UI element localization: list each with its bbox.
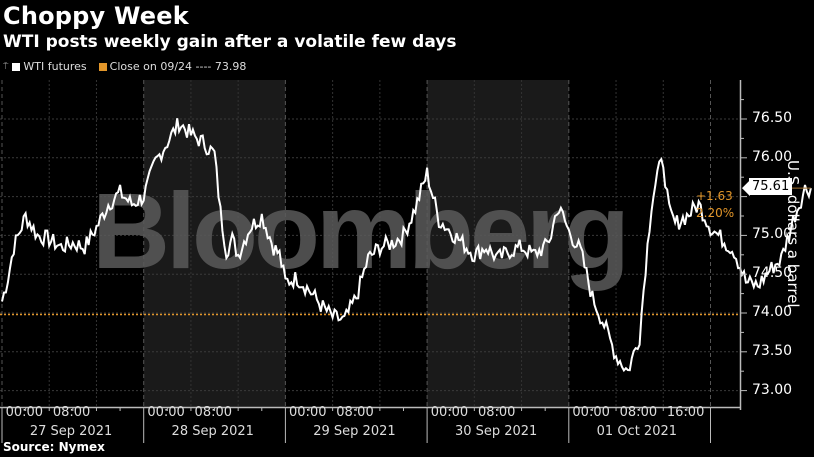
source-note: Source: Nymex xyxy=(3,440,105,454)
day-shade xyxy=(143,80,286,407)
legend-label-wti: WTI futures xyxy=(23,60,87,73)
chart-title: Choppy Week xyxy=(3,2,189,30)
x-day-label: 30 Sep 2021 xyxy=(454,424,538,439)
watermark: Bloomberg xyxy=(92,170,626,291)
x-tick-label: 00:00 xyxy=(430,405,469,420)
x-day-label: 01 Oct 2021 xyxy=(596,424,678,439)
x-tick-label: 08:00 xyxy=(194,405,233,420)
pin-icon[interactable]: ⍑ xyxy=(3,61,9,72)
x-tick-label: 00:00 xyxy=(147,405,185,420)
y-tick-label: 74.00 xyxy=(752,304,793,320)
x-day-label: 27 Sep 2021 xyxy=(29,424,113,439)
legend-item-reference[interactable]: Close on 09/24 ---- 73.98 xyxy=(98,60,247,73)
price-line xyxy=(1,118,812,373)
x-tick-label: 16:00 xyxy=(666,405,705,420)
x-tick-label: 08:00 xyxy=(477,405,516,420)
legend-swatch-wti xyxy=(12,62,21,71)
x-day-label: 28 Sep 2021 xyxy=(171,424,254,439)
x-tick-label: 08:00 xyxy=(52,405,91,420)
change-percent: 2.20% xyxy=(696,206,735,220)
legend-item-wti[interactable]: WTI futures xyxy=(12,60,87,73)
x-tick-label: 08:00 xyxy=(619,405,658,420)
x-tick-label: 08:00 xyxy=(336,405,374,420)
y-tick-label: 73.50 xyxy=(752,342,793,359)
legend-swatch-reference xyxy=(98,62,107,71)
y-tick-label: 73.00 xyxy=(752,381,793,398)
y-tick-label: 76.50 xyxy=(752,110,793,126)
y-tick-label: 74.50 xyxy=(752,265,793,282)
x-tick-label: 00:00 xyxy=(289,405,327,420)
legend-label-reference: Close on 09/24 ---- 73.98 xyxy=(109,60,247,73)
legend: ⍑ WTI futures Close on 09/24 ---- 73.98 xyxy=(3,60,254,73)
y-tick-label: 76.00 xyxy=(752,148,793,165)
x-tick-label: 00:00 xyxy=(5,405,44,420)
x-tick-label: 00:00 xyxy=(572,405,610,420)
y-tick-label: 75.00 xyxy=(752,226,793,243)
x-day-label: 29 Sep 2021 xyxy=(313,424,396,439)
change-value: +1.63 xyxy=(696,189,733,203)
last-price-label: 75.61 xyxy=(749,178,793,195)
day-shade xyxy=(427,80,569,407)
chart-subtitle: WTI posts weekly gain after a volatile f… xyxy=(3,32,457,52)
